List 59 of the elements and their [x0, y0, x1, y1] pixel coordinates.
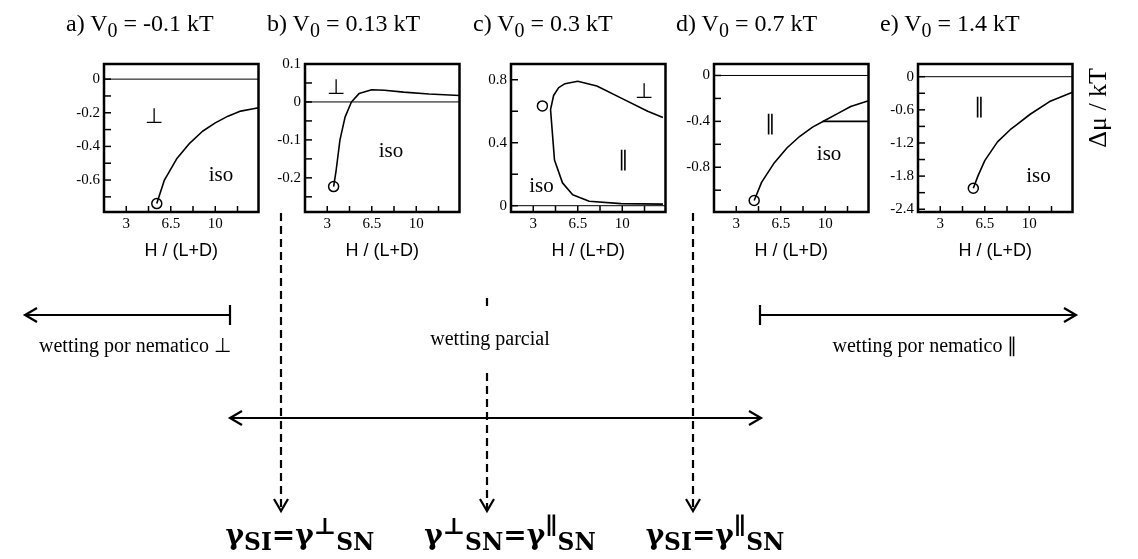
chart-title: c) V$_{0}$ = 0.3 kT [473, 10, 613, 42]
y-tick-label: 0 [906, 67, 914, 84]
x-tick-label: 6.5 [975, 214, 995, 231]
text: wetting parcial [430, 326, 550, 350]
x-tick-label: 6.5 [771, 214, 791, 231]
y-tick-label: -2.4 [890, 200, 915, 217]
y-tick-label: 0 [702, 66, 710, 83]
y-tick-label: -0.8 [686, 158, 710, 175]
chart-title: b) V$_{0}$ = 0.13 kT [267, 10, 421, 42]
y-tick-label: -0.4 [76, 137, 101, 154]
x-tick-label: 10 [1021, 214, 1037, 231]
annotation: iso [529, 173, 554, 198]
y-tick-label: -0.6 [890, 100, 915, 117]
x-axis-title: H / (L+D) [345, 240, 420, 261]
y-tick-label: -0.2 [277, 168, 301, 185]
x-tick-label: 6.5 [362, 214, 382, 231]
annotation: iso [1026, 163, 1051, 187]
chart-title: e) V$_{0}$ = 1.4 kT [880, 10, 1020, 42]
y-tick-label: 0.4 [488, 133, 508, 150]
annotation: ∥ [617, 146, 629, 171]
y-tick-label: -0.4 [686, 112, 711, 129]
chart-title: d) V$_{0}$ = 0.7 kT [676, 10, 818, 42]
x-axis-title: H / (L+D) [551, 240, 626, 261]
x-tick-label: 3 [323, 214, 331, 231]
y-tick-label: 0 [92, 70, 100, 87]
x-tick-label: 3 [529, 214, 537, 231]
y-tick-label: 0 [499, 196, 507, 213]
x-axis-title: H / (L+D) [754, 240, 829, 261]
x-tick-label: 6.5 [568, 214, 588, 231]
annotation: ∥ [765, 111, 777, 136]
text: wetting por nematico ∥ [832, 333, 1018, 357]
y-tick-label: -0.1 [277, 130, 301, 147]
y-axis-title: Δμ / kT [1083, 68, 1113, 148]
annotation: iso [378, 137, 404, 162]
annotation: iso [208, 161, 234, 186]
x-tick-label: 6.5 [161, 214, 181, 231]
x-tick-label: 10 [207, 214, 223, 231]
x-axis-title: H / (L+D) [958, 240, 1033, 261]
annotation: ⊥ [634, 78, 653, 103]
x-axis-title: H / (L+D) [144, 240, 219, 261]
x-tick-label: 3 [732, 214, 740, 231]
y-tick-label: 0.8 [488, 70, 507, 87]
x-tick-label: 3 [122, 214, 130, 231]
y-tick-label: -1.8 [890, 167, 914, 184]
annotation: iso [816, 140, 842, 165]
y-tick-label: 0 [293, 92, 301, 109]
y-tick-label: -0.2 [76, 103, 100, 120]
annotation: ⊥ [145, 104, 164, 129]
x-tick-label: 10 [817, 214, 833, 231]
x-tick-label: 3 [936, 214, 944, 231]
y-tick-label: -1.2 [890, 133, 914, 150]
chart-title: a) V$_{0}$ = -0.1 kT [66, 10, 214, 42]
y-tick-label: 0.1 [282, 54, 301, 71]
y-tick-label: -0.6 [76, 170, 101, 187]
annotation: ∥ [974, 94, 986, 119]
annotation: ⊥ [326, 74, 345, 99]
text: wetting por nematico ⊥ [39, 333, 231, 357]
x-tick-label: 10 [614, 214, 630, 231]
x-tick-label: 10 [408, 214, 424, 231]
